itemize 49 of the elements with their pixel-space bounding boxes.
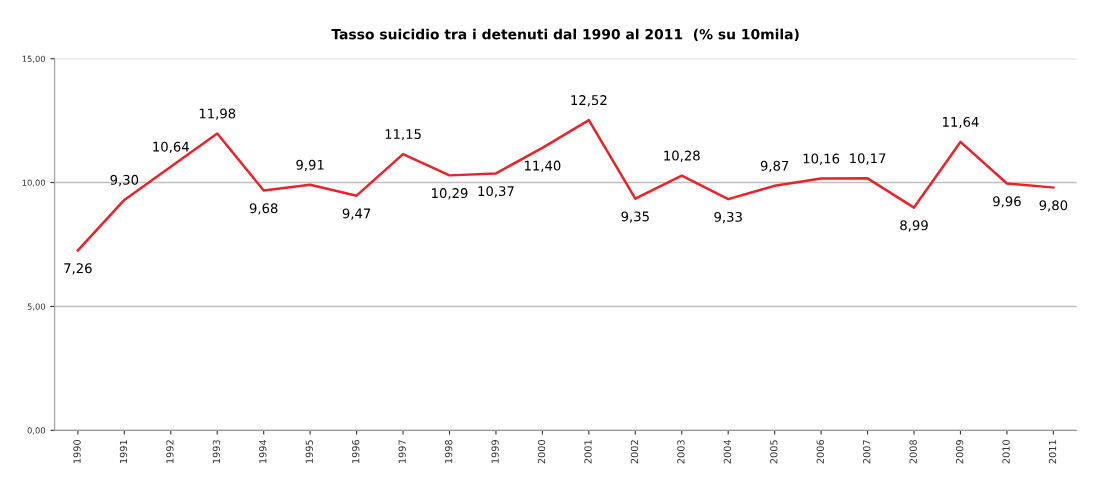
data-label: 9,96 <box>993 196 1021 208</box>
x-tick-label: 1997 <box>398 440 406 464</box>
x-tick-label: 2004 <box>723 439 732 464</box>
x-tick-label: 2002 <box>630 440 639 464</box>
y-tick-label: 0,00 <box>27 427 46 435</box>
data-label: 9,68 <box>249 203 278 215</box>
x-tick-label: 1990 <box>73 439 81 464</box>
y-tick-label: 10,00 <box>22 179 46 187</box>
x-tick-label: 1992 <box>166 440 174 464</box>
x-tick-label: 2003 <box>677 440 685 464</box>
x-tick-label: 1998 <box>444 440 453 464</box>
x-tick-label: 2011 <box>1048 440 1057 464</box>
data-label: 10,64 <box>153 141 189 153</box>
x-tick-label: 2006 <box>816 439 824 464</box>
x-tick-label: 2008 <box>909 440 917 464</box>
x-tick-label: 1991 <box>119 440 128 464</box>
data-label: 8,99 <box>900 220 928 232</box>
y-tick-label: 15,00 <box>22 55 46 63</box>
data-label: 9,35 <box>621 211 649 223</box>
data-label: 10,16 <box>803 153 840 165</box>
data-label: 9,33 <box>714 211 742 224</box>
x-tick-label: 2010 <box>1002 439 1010 464</box>
x-tick-label: 1993 <box>212 440 221 464</box>
data-label: 11,64 <box>943 116 979 129</box>
data-label: 11,40 <box>524 160 561 172</box>
data-label: 11,15 <box>385 129 421 141</box>
x-tick-label: 2000 <box>537 439 546 464</box>
data-label: 10,37 <box>478 186 514 198</box>
x-tick-label: 2001 <box>584 440 592 464</box>
data-label: 9,87 <box>760 160 789 173</box>
x-tick-label: 2005 <box>770 440 778 464</box>
data-label: 9,80 <box>1039 200 1068 212</box>
x-tick-label: 2007 <box>863 440 871 464</box>
data-label: 11,98 <box>199 108 236 120</box>
data-label: 9,47 <box>342 208 371 220</box>
data-label: 12,52 <box>571 95 607 107</box>
x-tick-label: 2009 <box>955 440 964 464</box>
data-label: 10,29 <box>432 188 468 200</box>
data-label: 7,26 <box>64 263 92 275</box>
x-tick-label: 1996 <box>352 439 360 464</box>
data-label: 10,28 <box>664 150 700 162</box>
data-label: 10,17 <box>850 153 886 165</box>
x-tick-label: 1999 <box>491 440 499 464</box>
chart-title: Tasso suicidio tra i detenuti dal 1990 al 2011 (% su 10mila) <box>331 28 799 42</box>
x-tick-label: 1994 <box>259 439 267 464</box>
x-tick-label: 1995 <box>305 440 313 464</box>
y-tick-label: 5,00 <box>27 303 46 311</box>
data-label: 9,91 <box>296 159 324 172</box>
data-label: 9,30 <box>110 174 139 187</box>
